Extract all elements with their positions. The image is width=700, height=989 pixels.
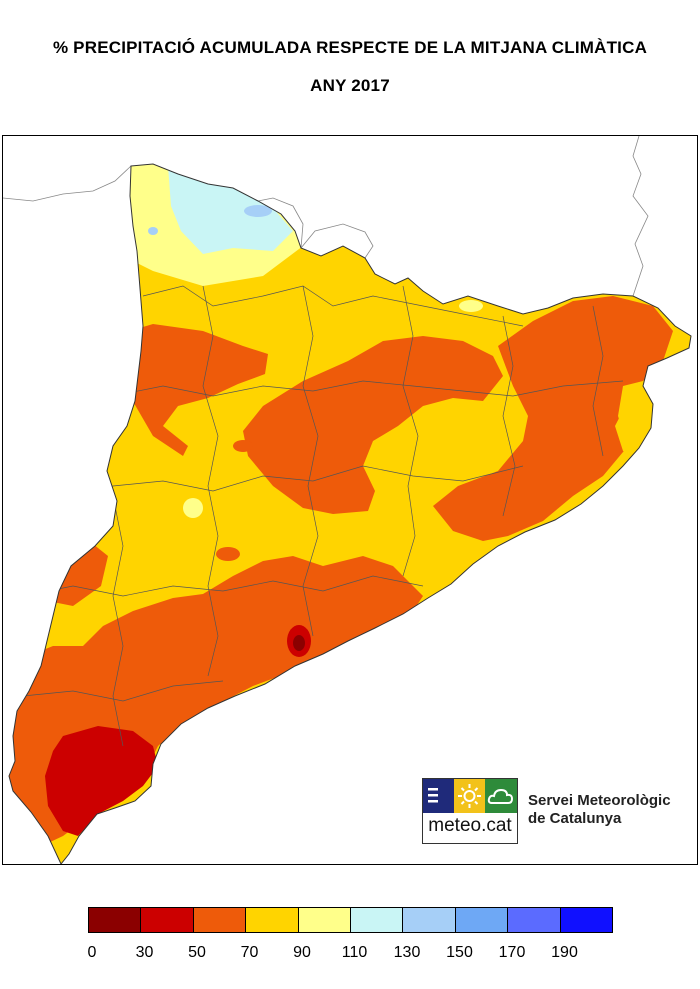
legend-swatch xyxy=(246,908,299,932)
organization-name: Servei Meteorològic de Catalunya xyxy=(528,792,671,828)
legend-tick-label: 170 xyxy=(498,944,526,961)
legend-tick-label: 70 xyxy=(240,944,259,961)
legend-swatch xyxy=(89,908,142,932)
cloud-icon xyxy=(485,779,517,813)
legend-swatch xyxy=(298,908,352,932)
legend-tick-label: 90 xyxy=(293,944,311,961)
map-title: % PRECIPITACIÓ ACUMULADA RESPECTE DE LA … xyxy=(52,38,648,57)
legend-tick-label: 50 xyxy=(188,944,206,961)
menu-lines-icon xyxy=(423,779,454,813)
legend-tick-label: 190 xyxy=(551,944,578,961)
color-legend xyxy=(88,907,613,933)
legend-swatch xyxy=(560,908,613,932)
legend-swatch xyxy=(403,908,456,932)
legend-tick-label: 130 xyxy=(393,944,421,961)
map-frame xyxy=(2,135,698,865)
legend-swatch xyxy=(508,908,561,932)
logo-text: meteo.cat xyxy=(428,815,512,836)
comarca-borders xyxy=(22,285,624,747)
org-name-line2: de Catalunya xyxy=(528,810,622,827)
sun-icon xyxy=(454,779,485,813)
legend-tick-label: 150 xyxy=(446,944,473,961)
precipitation-map xyxy=(3,136,692,864)
legend-swatch xyxy=(193,908,247,932)
meteo-cat-logo: meteo.cat xyxy=(422,778,518,844)
catalonia-outline xyxy=(8,163,692,864)
neighbor-borders xyxy=(3,136,649,297)
legend-swatch xyxy=(455,908,509,932)
precipitation-fields xyxy=(9,164,691,864)
legend-swatch xyxy=(141,908,194,932)
org-name-line1: Servei Meteorològic xyxy=(528,792,671,809)
legend-swatch xyxy=(351,908,404,932)
legend-tick-label: 30 xyxy=(135,944,154,961)
legend-tick-label: 110 xyxy=(341,944,368,961)
map-subtitle: ANY 2017 xyxy=(310,76,390,95)
legend-tick-label: 0 xyxy=(87,944,97,961)
